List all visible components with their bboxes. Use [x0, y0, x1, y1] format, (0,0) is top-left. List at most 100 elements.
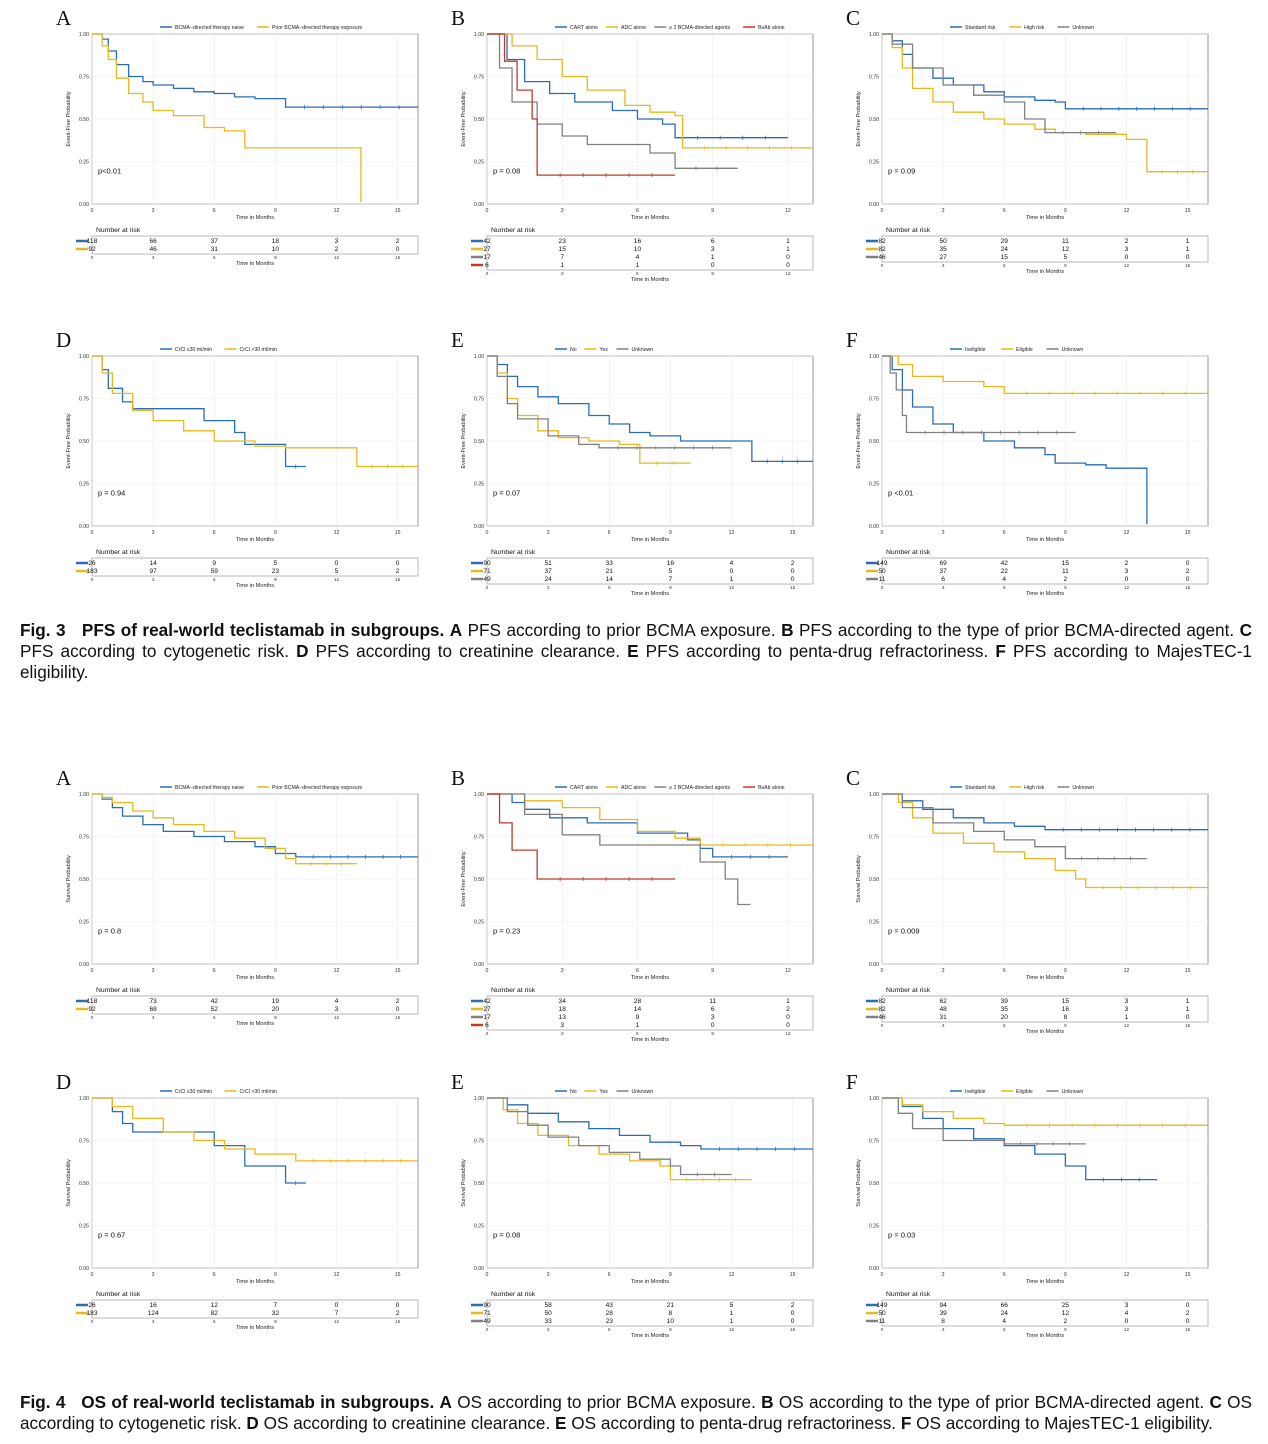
- risk-x-tick-label: 15: [395, 255, 401, 260]
- risk-cell: 0: [1186, 1302, 1190, 1309]
- risk-cell: 1: [730, 1310, 734, 1317]
- risk-cell: 1: [1186, 998, 1190, 1005]
- risk-cell: 3: [1125, 568, 1129, 575]
- x-axis-label: Time in Months: [1026, 975, 1064, 981]
- caption-panel-text: PFS according to MajesTEC-1 eligibility.: [20, 641, 1252, 682]
- x-tick-label: 15: [1185, 1272, 1191, 1278]
- risk-cell: 90: [483, 1302, 491, 1309]
- x-tick-label: 3: [561, 208, 564, 214]
- risk-cell: 10: [272, 246, 280, 253]
- risk-cell: 0: [335, 1302, 339, 1309]
- risk-cell: 27: [483, 1006, 491, 1013]
- risk-cell: 19: [272, 998, 280, 1005]
- risk-cell: 82: [878, 246, 886, 253]
- risk-cell: 39: [939, 1310, 947, 1317]
- risk-x-tick-label: 3: [942, 263, 945, 268]
- risk-cell: 2: [786, 1006, 790, 1013]
- y-tick-label: 0.50: [474, 439, 484, 445]
- risk-x-tick-label: 9: [274, 577, 277, 582]
- risk-x-tick-label: 15: [790, 1327, 796, 1332]
- risk-cell: 0: [786, 1022, 790, 1029]
- risk-cell: 24: [544, 576, 552, 583]
- risk-x-tick-label: 0: [91, 1015, 94, 1020]
- risk-cell: 2: [1064, 576, 1068, 583]
- x-tick-label: 9: [669, 530, 672, 536]
- risk-x-tick-label: 6: [213, 1319, 216, 1324]
- km-curve-red: [487, 33, 676, 176]
- x-tick-label: 0: [881, 208, 884, 214]
- km-curve-yellow: [92, 793, 357, 865]
- risk-x-tick-label: 12: [785, 271, 791, 276]
- x-axis-label: Time in Months: [236, 215, 274, 221]
- x-tick-label: 6: [213, 208, 216, 214]
- y-axis-label: Survival Probability: [856, 855, 862, 903]
- risk-cell: 50: [939, 238, 947, 245]
- risk-table-frame: [486, 557, 814, 585]
- risk-cell: 27: [939, 254, 947, 261]
- risk-x-tick-label: 9: [1064, 1023, 1067, 1028]
- risk-table-title: Number at risk: [491, 227, 536, 234]
- panel-letter: F: [846, 328, 858, 352]
- km-curve-yellow: [487, 33, 813, 149]
- y-axis-label: Event-Free Probability: [66, 91, 72, 147]
- legend-entry: No: [570, 347, 577, 353]
- risk-cell: 66: [149, 238, 157, 245]
- legend-entry: Standard risk: [965, 25, 996, 31]
- risk-cell: 118: [87, 238, 98, 245]
- km-chart: CrCl ≤30 ml/min CrCl >30 ml/min 0.00 0.25 0.…: [66, 347, 419, 589]
- risk-cell: 3: [711, 246, 715, 253]
- legend: CART alone ADC alone ≥ 2 BCMA-directed age…: [555, 785, 785, 791]
- x-tick-label: 3: [547, 530, 550, 536]
- risk-x-axis-label: Time in Months: [631, 1037, 669, 1043]
- y-tick-label: 0.25: [869, 159, 879, 165]
- risk-cell: 62: [939, 998, 947, 1005]
- risk-cell: 1: [786, 998, 790, 1005]
- gridlines: [91, 1097, 418, 1269]
- risk-cell: 2: [1186, 1310, 1190, 1317]
- y-tick-label: 0.75: [79, 396, 89, 402]
- risk-x-tick-label: 12: [334, 1319, 340, 1324]
- km-panel-fig4-c: C Standard risk High risk Unknown 0.00 0.25 0.…: [830, 764, 1210, 1035]
- risk-x-tick-label: 9: [274, 255, 277, 260]
- legend: Standard risk High risk Unknown: [950, 785, 1094, 791]
- risk-x-tick-label: 3: [942, 585, 945, 590]
- y-tick-label: 1.00: [869, 1096, 879, 1102]
- p-value: p = 0.23: [493, 926, 520, 935]
- km-curve-yellow: [882, 1097, 1208, 1126]
- risk-x-tick-label: 6: [608, 1327, 611, 1332]
- risk-cell: 2: [396, 998, 400, 1005]
- risk-table-frame: [486, 235, 814, 271]
- legend: CART alone ADC alone ≥ 2 BCMA-directed age…: [555, 25, 785, 31]
- x-tick-label: 15: [395, 968, 401, 974]
- p-value: p = 0.09: [888, 166, 915, 175]
- y-tick-label: 0.75: [79, 834, 89, 840]
- y-tick-label: 0.50: [869, 1181, 879, 1187]
- caption-panel-text: PFS according to cytogenetic risk.: [20, 641, 297, 661]
- risk-table-frame: [91, 995, 419, 1015]
- km-panel-fig3-f: F Ineligible Eligible Unknown 0.00 0.25 0.50 0.…: [830, 326, 1210, 597]
- km-panel-fig4-b: B CART alone ADC alone ≥ 2 BCMA-directed ag…: [435, 764, 815, 1043]
- risk-cell: 16: [667, 560, 675, 567]
- risk-x-tick-label: 0: [486, 271, 489, 276]
- x-tick-label: 6: [1003, 1272, 1006, 1278]
- risk-x-tick-label: 6: [636, 1031, 639, 1036]
- risk-cell: 4: [636, 254, 640, 261]
- y-tick-label: 1.00: [79, 1096, 89, 1102]
- risk-cell: 124: [148, 1310, 159, 1317]
- risk-cell: 2: [1125, 560, 1129, 567]
- figure-label: Fig. 3: [20, 620, 66, 640]
- risk-x-axis-label: Time in Months: [236, 261, 274, 267]
- panel-letter: E: [451, 1070, 464, 1094]
- risk-table-frame: [486, 995, 814, 1031]
- x-tick-label: 15: [1185, 530, 1191, 536]
- km-curve-blue: [92, 33, 418, 108]
- risk-cell: 25: [1062, 1302, 1070, 1309]
- legend-entry: CrCl >30 ml/min: [240, 347, 277, 353]
- y-tick-label: 0.00: [79, 524, 89, 530]
- y-axis-label: Event-Free Probability: [66, 413, 72, 469]
- risk-cell: 37: [544, 568, 552, 575]
- km-curve-gray: [487, 1097, 732, 1176]
- risk-cell: 15: [559, 246, 567, 253]
- x-tick-label: 12: [1124, 1272, 1130, 1278]
- km-chart: CrCl ≤30 ml/min CrCl >30 ml/min 0.00 0.25 0.…: [66, 1089, 419, 1331]
